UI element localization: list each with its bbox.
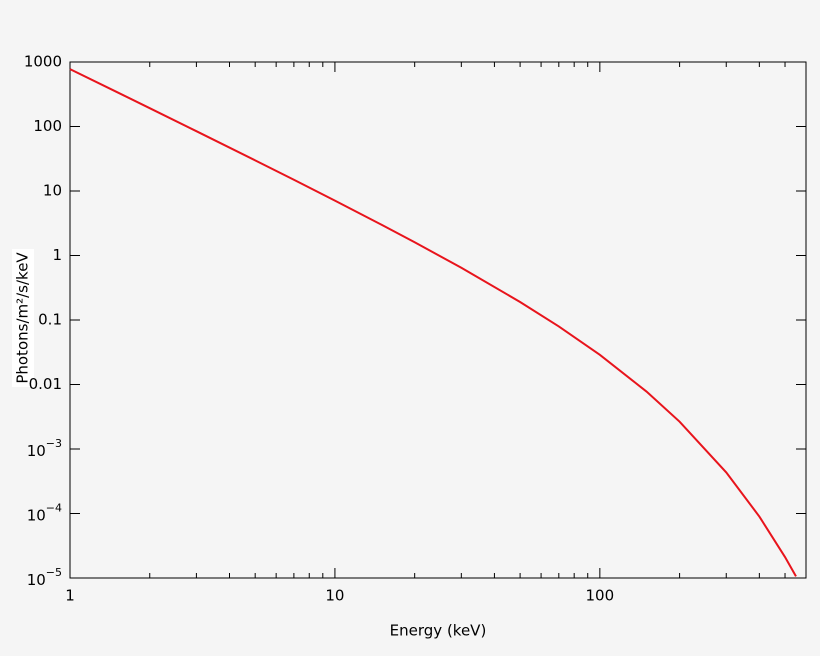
y-tick-label: 10 [43, 182, 62, 200]
x-axis-label: Energy (keV) [390, 622, 487, 640]
y-tick-exponent: −4 [46, 502, 62, 515]
y-tick-label: 0.01 [29, 375, 62, 393]
y-tick-label: 0.1 [38, 311, 62, 329]
y-tick-label: 10−5 [27, 566, 62, 589]
y-tick-label: 10−3 [27, 437, 62, 460]
y-tick-label: 1 [52, 246, 62, 264]
x-tick-label: 100 [586, 587, 615, 605]
y-label-background [12, 248, 34, 388]
y-tick-base: 10 [27, 506, 46, 524]
y-tick-base: 10 [27, 442, 46, 460]
y-tick-label: 10−4 [27, 502, 62, 525]
data-line [69, 68, 797, 577]
y-tick-exponent: −5 [46, 566, 62, 579]
plot-frame [69, 61, 807, 579]
x-tick-label: 10 [325, 587, 344, 605]
x-tick-label: 1 [65, 587, 75, 605]
y-tick-label: 100 [33, 117, 62, 135]
y-tick-label: 1000 [24, 53, 62, 71]
y-tick-exponent: −3 [46, 437, 62, 450]
y-tick-base: 10 [27, 571, 46, 589]
y-axis-label: Photons/m²/s/keV [14, 252, 32, 384]
